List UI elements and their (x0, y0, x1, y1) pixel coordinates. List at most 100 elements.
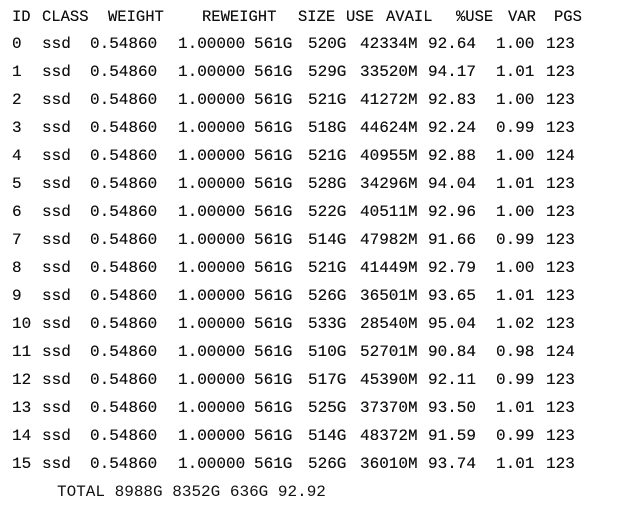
header-pgs: PGS (554, 8, 582, 26)
cell-class: ssd (42, 287, 71, 305)
total-avail: 636G (229, 483, 269, 501)
cell-reweight: 1.00000 (178, 119, 246, 137)
cell-class: ssd (42, 343, 71, 361)
cell-id: 6 (12, 203, 22, 221)
cell-size: 561G (254, 287, 293, 305)
cell-var: 0.99 (496, 371, 535, 389)
cell-pgs: 124 (546, 147, 575, 165)
header-id: ID (12, 8, 31, 26)
cell-weight: 0.54860 (90, 427, 158, 445)
cell-var: 0.99 (496, 231, 535, 249)
cell-id: 7 (12, 231, 22, 249)
cell-class: ssd (42, 315, 71, 333)
cell-var: 1.01 (496, 399, 535, 417)
cell-class: ssd (42, 175, 71, 193)
total-row: TOTAL 8988G 8352G 636G 92.92 (57, 479, 326, 505)
cell-avail: 45390M (360, 371, 418, 389)
cell-pgs: 124 (546, 343, 575, 361)
cell-id: 11 (12, 343, 32, 361)
header-reweight: REWEIGHT (202, 8, 277, 26)
cell-pct-use: 94.04 (428, 175, 477, 193)
cell-avail: 52701M (360, 343, 418, 361)
cell-reweight: 1.00000 (178, 259, 246, 277)
cell-pgs: 123 (546, 175, 575, 193)
cell-var: 1.01 (496, 287, 535, 305)
total-use: 8352G (172, 483, 221, 501)
cell-avail: 36501M (360, 287, 418, 305)
cell-var: 1.00 (496, 35, 535, 53)
cell-use: 526G (308, 455, 347, 473)
cell-avail: 33520M (360, 63, 418, 81)
cell-pct-use: 92.64 (428, 35, 477, 53)
cell-id: 15 (12, 455, 32, 473)
cell-size: 561G (254, 63, 293, 81)
cell-pgs: 123 (546, 371, 575, 389)
header-class: CLASS (42, 8, 89, 26)
cell-use: 514G (308, 231, 347, 249)
cell-id: 0 (12, 35, 22, 53)
cell-use: 510G (308, 343, 347, 361)
cell-size: 561G (254, 203, 293, 221)
cell-avail: 41272M (360, 91, 418, 109)
cell-pgs: 123 (546, 91, 575, 109)
cell-pct-use: 93.50 (428, 399, 477, 417)
cell-class: ssd (42, 371, 71, 389)
cell-avail: 40955M (360, 147, 418, 165)
cell-use: 529G (308, 63, 347, 81)
cell-weight: 0.54860 (90, 455, 158, 473)
cell-id: 8 (12, 259, 22, 277)
cell-id: 5 (12, 175, 22, 193)
cell-reweight: 1.00000 (178, 455, 246, 473)
cell-pct-use: 94.17 (428, 63, 477, 81)
cell-pct-use: 93.74 (428, 455, 477, 473)
header-weight: WEIGHT (108, 8, 164, 26)
cell-pgs: 123 (546, 119, 575, 137)
cell-use: 517G (308, 371, 347, 389)
cell-pgs: 123 (546, 259, 575, 277)
cell-pgs: 123 (546, 399, 575, 417)
cell-class: ssd (42, 147, 71, 165)
cell-weight: 0.54860 (90, 119, 158, 137)
cell-id: 4 (12, 147, 22, 165)
cell-pgs: 123 (546, 63, 575, 81)
cell-size: 561G (254, 231, 293, 249)
cell-pgs: 123 (546, 455, 575, 473)
cell-pct-use: 91.66 (428, 231, 477, 249)
total-pct: 92.92 (277, 483, 326, 501)
cell-weight: 0.54860 (90, 35, 158, 53)
cell-use: 525G (308, 399, 347, 417)
cell-use: 521G (308, 147, 347, 165)
cell-pgs: 123 (546, 203, 575, 221)
cell-var: 1.01 (496, 175, 535, 193)
cell-class: ssd (42, 35, 71, 53)
cell-pct-use: 92.83 (428, 91, 477, 109)
cell-pgs: 123 (546, 315, 575, 333)
cell-reweight: 1.00000 (178, 315, 246, 333)
cell-weight: 0.54860 (90, 63, 158, 81)
cell-weight: 0.54860 (90, 399, 158, 417)
cell-weight: 0.54860 (90, 91, 158, 109)
cell-var: 1.00 (496, 203, 535, 221)
cell-weight: 0.54860 (90, 147, 158, 165)
total-size: 8988G (114, 483, 163, 501)
header-avail: AVAIL (386, 8, 433, 26)
cell-class: ssd (42, 203, 71, 221)
cell-class: ssd (42, 427, 71, 445)
cell-pct-use: 92.79 (428, 259, 477, 277)
cell-pct-use: 91.59 (428, 427, 477, 445)
cell-id: 12 (12, 371, 32, 389)
cell-avail: 41449M (360, 259, 418, 277)
cell-reweight: 1.00000 (178, 147, 246, 165)
cell-var: 0.98 (496, 343, 535, 361)
header-pct-use: %USE (456, 8, 494, 26)
cell-weight: 0.54860 (90, 371, 158, 389)
cell-class: ssd (42, 455, 71, 473)
cell-weight: 0.54860 (90, 231, 158, 249)
cell-use: 521G (308, 259, 347, 277)
cell-reweight: 1.00000 (178, 371, 246, 389)
cell-reweight: 1.00000 (178, 203, 246, 221)
cell-use: 528G (308, 175, 347, 193)
cell-size: 561G (254, 399, 293, 417)
cell-var: 1.01 (496, 63, 535, 81)
